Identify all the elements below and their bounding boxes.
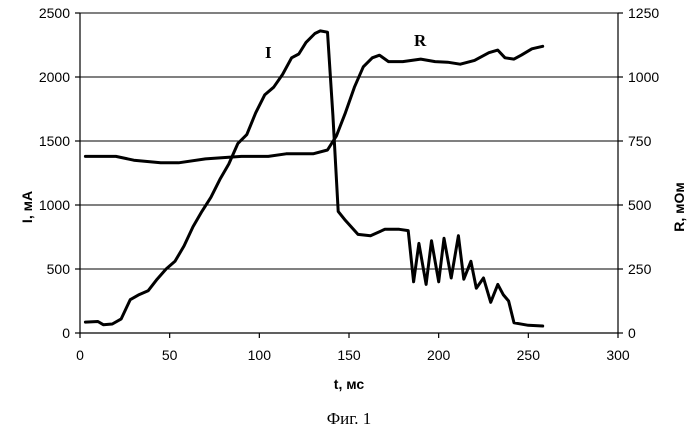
right-y-tick-label: 1000 bbox=[628, 69, 659, 85]
series-label-r: R bbox=[414, 31, 427, 50]
axes bbox=[75, 13, 623, 338]
series-line-i bbox=[85, 31, 542, 326]
right-y-tick-label: 750 bbox=[628, 133, 652, 149]
left-y-tick-label: 500 bbox=[47, 261, 71, 277]
left-y-tick-label: 2500 bbox=[39, 5, 70, 21]
left-y-tick-label: 2000 bbox=[39, 69, 70, 85]
left-y-tick-label: 0 bbox=[62, 325, 70, 341]
left-y-tick-labels: 0 500 1000 1500 2000 2500 bbox=[39, 5, 70, 341]
right-y-tick-label: 250 bbox=[628, 261, 652, 277]
right-y-tick-label: 0 bbox=[628, 325, 636, 341]
right-y-axis-title: R, мОм bbox=[671, 182, 687, 232]
series-lines bbox=[85, 31, 542, 326]
series-line-r bbox=[85, 46, 542, 163]
right-y-tick-label: 1250 bbox=[628, 5, 659, 21]
x-tick-label: 250 bbox=[517, 347, 541, 363]
x-tick-label: 300 bbox=[606, 347, 630, 363]
x-tick-label: 100 bbox=[248, 347, 272, 363]
left-y-tick-label: 1000 bbox=[39, 197, 70, 213]
x-tick-labels: 0 50 100 150 200 250 300 bbox=[76, 347, 630, 363]
left-y-tick-label: 1500 bbox=[39, 133, 70, 149]
series-label-i: I bbox=[265, 43, 272, 62]
axis-frame bbox=[80, 13, 618, 333]
x-tick-label: 50 bbox=[162, 347, 178, 363]
x-axis-title: t, мс bbox=[334, 376, 365, 392]
right-y-tick-labels: 0 250 500 750 1000 1250 bbox=[628, 5, 659, 341]
gridlines bbox=[80, 13, 618, 269]
right-y-tick-label: 500 bbox=[628, 197, 652, 213]
x-tick-label: 200 bbox=[427, 347, 451, 363]
left-y-axis-title: I, мА bbox=[19, 191, 35, 223]
x-tick-label: 150 bbox=[337, 347, 361, 363]
x-tick-label: 0 bbox=[76, 347, 84, 363]
figure-caption: Фиг. 1 bbox=[327, 409, 372, 428]
